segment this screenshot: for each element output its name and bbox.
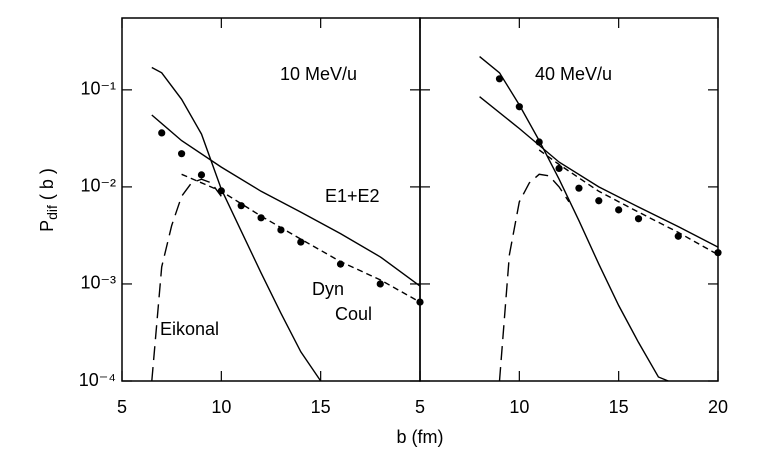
x-tick-label: 20 — [708, 397, 728, 417]
data-point — [336, 260, 345, 268]
annotation: 40 MeV/u — [535, 64, 612, 84]
y-label-sub: dif — [44, 205, 60, 220]
curve — [151, 178, 222, 382]
x-tick-label: 10 — [211, 397, 231, 417]
data-point — [495, 75, 504, 83]
x-tick-label: 10 — [509, 397, 529, 417]
data-point — [376, 280, 384, 288]
x-tick-label: 15 — [609, 397, 629, 417]
y-label-main: P — [37, 220, 57, 232]
y-tick-label: 10⁻¹ — [80, 79, 116, 99]
annotation: E1+E2 — [325, 186, 380, 206]
curve — [479, 56, 669, 382]
data-point — [217, 187, 225, 195]
y-tick-label: 10⁻⁴ — [79, 370, 116, 390]
x-tick-label: 15 — [311, 397, 331, 417]
curve — [181, 173, 421, 303]
data-point — [535, 138, 543, 146]
annotation: Dyn — [312, 279, 344, 299]
data-point — [555, 164, 563, 173]
data-point — [297, 238, 305, 246]
annotation: Coul — [335, 304, 372, 324]
curve — [151, 66, 322, 382]
data-point — [575, 184, 583, 192]
data-point — [714, 249, 722, 257]
data-point — [257, 214, 265, 222]
y-axis-label: Pdif ( b ) — [37, 168, 60, 232]
data-point — [237, 202, 245, 210]
y-tick-label: 10⁻³ — [80, 273, 116, 293]
data-point — [277, 226, 285, 234]
x-tick-label: 5 — [117, 397, 127, 417]
curve — [151, 114, 421, 287]
data-point — [197, 171, 206, 179]
data-point — [178, 150, 186, 158]
data-point — [674, 232, 682, 240]
x-axis-label: b (fm) — [397, 427, 444, 447]
curve — [479, 96, 719, 248]
data-point — [615, 206, 623, 214]
y-tick-label: 10⁻² — [80, 176, 116, 196]
curve — [498, 173, 570, 382]
data-point — [634, 215, 643, 223]
data-point — [515, 103, 523, 111]
curve — [538, 149, 719, 256]
y-label-rest: ( b ) — [37, 168, 57, 205]
annotation: Eikonal — [160, 319, 219, 339]
x-tick-label: 5 — [415, 397, 425, 417]
data-point — [158, 129, 166, 137]
data-point — [595, 197, 603, 205]
plot-frame — [419, 17, 719, 382]
annotation: 10 MeV/u — [280, 64, 357, 84]
